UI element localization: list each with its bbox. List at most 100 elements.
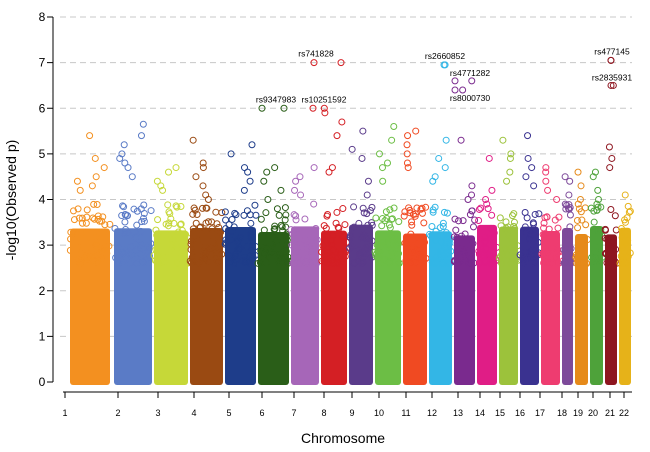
snp-point	[427, 232, 435, 240]
snp-point	[408, 218, 416, 226]
chromosome-15-points	[495, 136, 522, 385]
x-tick-label: 16	[515, 408, 525, 418]
snp-point	[504, 223, 512, 231]
snp-point	[93, 201, 101, 209]
snp-point	[394, 239, 402, 247]
snp-point	[308, 246, 316, 254]
snp-point	[374, 255, 382, 263]
snp-point-top	[429, 177, 437, 185]
snp-point-top	[403, 141, 411, 149]
chromosome-4-dense-band	[190, 228, 223, 385]
snp-point	[560, 259, 568, 267]
snp-point-top	[595, 196, 603, 203]
snp-point	[346, 244, 354, 252]
snp-point	[86, 253, 94, 261]
chromosome-12-points	[425, 61, 455, 385]
snp-point-top	[120, 141, 128, 149]
snp-point-top	[328, 164, 336, 172]
snp-point-top	[296, 173, 304, 181]
snp-point	[573, 216, 581, 224]
chromosome-8-points	[318, 59, 350, 385]
snp-point	[420, 219, 428, 227]
y-tick-label: 3	[39, 238, 46, 252]
snp-point	[400, 212, 408, 220]
chromosome-19-points	[572, 168, 592, 385]
x-tick-label: 8	[321, 408, 326, 418]
snp-point	[119, 258, 127, 266]
snp-point	[590, 228, 598, 236]
snp-point	[347, 234, 355, 242]
snp-point-top	[464, 196, 472, 203]
snp-point	[92, 241, 100, 249]
snp-point-top	[165, 168, 173, 176]
snp-point-top	[403, 159, 411, 167]
chromosome-3-dense-band	[154, 230, 188, 385]
snp-point	[469, 223, 477, 231]
chromosome-13-points	[450, 77, 479, 385]
snp-point	[120, 203, 128, 211]
snp-point	[528, 259, 536, 267]
snp-point	[313, 236, 321, 244]
snp-point-top	[507, 150, 515, 158]
snp-point	[360, 254, 368, 262]
snp-point	[138, 218, 146, 226]
snp-point	[247, 231, 255, 239]
annotated-snp-point	[440, 61, 448, 69]
x-tick-label: 17	[535, 408, 545, 418]
snp-point-top	[564, 205, 572, 213]
snp-point	[142, 256, 150, 264]
x-tick-label: 4	[191, 408, 196, 418]
snp-point	[213, 220, 221, 228]
x-tick-label: 20	[588, 408, 598, 418]
x-tick-label: 22	[619, 408, 629, 418]
snp-point	[429, 257, 437, 265]
snp-point	[200, 249, 208, 257]
snp-point	[554, 224, 562, 232]
snp-label: rs2660852	[425, 51, 465, 61]
snp-point	[495, 254, 503, 262]
snp-point	[572, 251, 580, 259]
chromosome-2-dense-band	[114, 228, 152, 385]
snp-point	[112, 254, 120, 262]
snp-point	[611, 258, 619, 266]
snp-point	[69, 229, 77, 237]
snp-point	[154, 216, 162, 224]
snp-point	[174, 228, 182, 236]
snp-point	[234, 236, 242, 244]
data-points	[66, 56, 634, 385]
snp-point	[140, 217, 148, 225]
snp-point	[249, 253, 257, 261]
x-tick-label: 12	[427, 408, 437, 418]
chromosome-14-points	[475, 154, 501, 385]
snp-point	[247, 230, 255, 238]
snp-point	[581, 204, 589, 212]
snp-point	[231, 209, 239, 217]
snp-point	[133, 221, 141, 229]
snp-point	[84, 255, 92, 263]
snp-point	[221, 208, 229, 216]
snp-point	[222, 236, 230, 244]
snp-point	[527, 231, 535, 239]
snp-point	[84, 239, 92, 247]
snp-point	[526, 227, 534, 235]
chromosome-1-dense-band	[70, 228, 110, 385]
snp-point	[181, 234, 189, 242]
snp-point-top	[292, 177, 300, 185]
snp-point	[453, 256, 461, 264]
snp-point	[169, 236, 177, 244]
snp-point	[412, 210, 420, 218]
snp-point-top	[240, 186, 248, 194]
snp-point	[483, 250, 491, 258]
snp-point	[350, 259, 358, 267]
snp-point-top	[246, 177, 254, 185]
y-tick-label: 1	[39, 329, 46, 343]
snp-point	[196, 223, 204, 231]
snp-point	[232, 211, 240, 219]
snp-point-top	[139, 120, 147, 128]
snp-point	[212, 208, 220, 216]
snp-point	[222, 216, 230, 224]
chromosome-21-points	[601, 56, 621, 385]
x-tick-label: 6	[259, 408, 264, 418]
snp-point-top	[358, 154, 366, 162]
x-tick-label: 7	[291, 408, 296, 418]
